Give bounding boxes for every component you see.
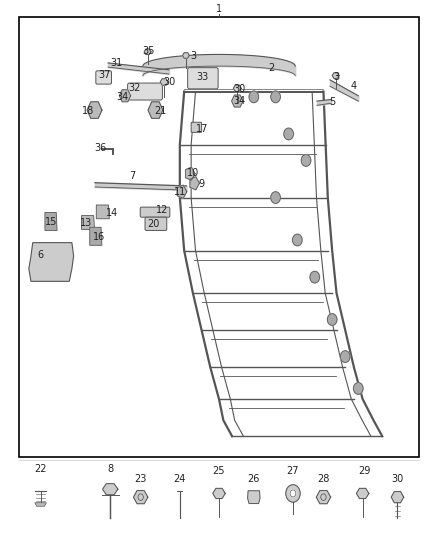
Circle shape	[271, 192, 280, 204]
Text: 36: 36	[95, 143, 107, 154]
Text: 29: 29	[359, 466, 371, 475]
Text: 30: 30	[163, 77, 175, 87]
Polygon shape	[144, 49, 151, 54]
Polygon shape	[357, 488, 369, 498]
Polygon shape	[232, 95, 243, 107]
Polygon shape	[332, 73, 339, 78]
Circle shape	[301, 155, 311, 166]
Polygon shape	[183, 53, 189, 58]
Polygon shape	[81, 216, 95, 229]
Polygon shape	[190, 177, 199, 190]
Text: 11: 11	[174, 187, 186, 197]
Circle shape	[327, 314, 337, 325]
Text: 1: 1	[216, 4, 222, 14]
Text: 34: 34	[233, 96, 245, 106]
Text: 26: 26	[247, 474, 260, 483]
Text: 17: 17	[196, 124, 208, 134]
Circle shape	[290, 490, 296, 497]
Polygon shape	[316, 490, 331, 504]
Text: 21: 21	[154, 106, 166, 116]
Text: 31: 31	[111, 58, 123, 68]
Polygon shape	[160, 79, 168, 85]
Text: 20: 20	[148, 219, 160, 229]
Text: 5: 5	[329, 97, 335, 107]
Text: 37: 37	[99, 70, 111, 79]
Text: 28: 28	[317, 474, 330, 483]
Text: 25: 25	[213, 466, 225, 475]
Polygon shape	[134, 490, 148, 504]
Text: 7: 7	[129, 172, 135, 181]
Text: 33: 33	[196, 72, 208, 82]
Text: 9: 9	[198, 179, 205, 189]
Text: 35: 35	[142, 46, 155, 56]
Text: 14: 14	[106, 208, 119, 218]
Polygon shape	[119, 90, 131, 102]
Text: 10: 10	[187, 168, 199, 178]
Polygon shape	[29, 243, 74, 281]
Text: 6: 6	[38, 250, 44, 260]
Circle shape	[249, 91, 258, 103]
Text: 4: 4	[351, 81, 357, 91]
Circle shape	[310, 271, 320, 283]
FancyBboxPatch shape	[19, 17, 419, 457]
Circle shape	[284, 128, 293, 140]
Circle shape	[293, 234, 302, 246]
Polygon shape	[45, 213, 57, 230]
Text: 22: 22	[34, 464, 47, 474]
Text: 30: 30	[234, 84, 246, 94]
Polygon shape	[35, 503, 46, 506]
Circle shape	[353, 383, 363, 394]
Text: 34: 34	[116, 92, 128, 102]
FancyBboxPatch shape	[140, 207, 170, 217]
FancyBboxPatch shape	[127, 83, 162, 100]
Text: 3: 3	[190, 51, 196, 61]
FancyBboxPatch shape	[191, 122, 201, 132]
Text: 16: 16	[93, 232, 106, 243]
Text: 13: 13	[80, 218, 92, 228]
Polygon shape	[177, 185, 187, 198]
Circle shape	[271, 91, 280, 103]
Polygon shape	[87, 102, 102, 118]
Text: 2: 2	[268, 63, 274, 72]
Circle shape	[286, 484, 300, 502]
Text: 23: 23	[134, 474, 147, 483]
Text: 32: 32	[128, 83, 140, 93]
Text: 27: 27	[287, 466, 299, 475]
Text: 15: 15	[45, 217, 58, 228]
Text: 30: 30	[391, 474, 403, 483]
Text: 18: 18	[82, 106, 95, 116]
Text: 24: 24	[173, 474, 186, 483]
Polygon shape	[148, 102, 163, 118]
FancyBboxPatch shape	[145, 217, 167, 230]
Circle shape	[340, 351, 350, 362]
Text: 8: 8	[107, 464, 113, 474]
Text: 3: 3	[333, 72, 339, 82]
Text: 12: 12	[156, 205, 169, 215]
Polygon shape	[90, 227, 102, 245]
Polygon shape	[247, 491, 260, 504]
Polygon shape	[391, 491, 404, 503]
Polygon shape	[213, 488, 225, 498]
Polygon shape	[186, 167, 195, 180]
FancyBboxPatch shape	[96, 71, 112, 84]
FancyBboxPatch shape	[187, 68, 218, 89]
Polygon shape	[96, 205, 110, 219]
Polygon shape	[102, 483, 118, 495]
Polygon shape	[233, 85, 241, 92]
